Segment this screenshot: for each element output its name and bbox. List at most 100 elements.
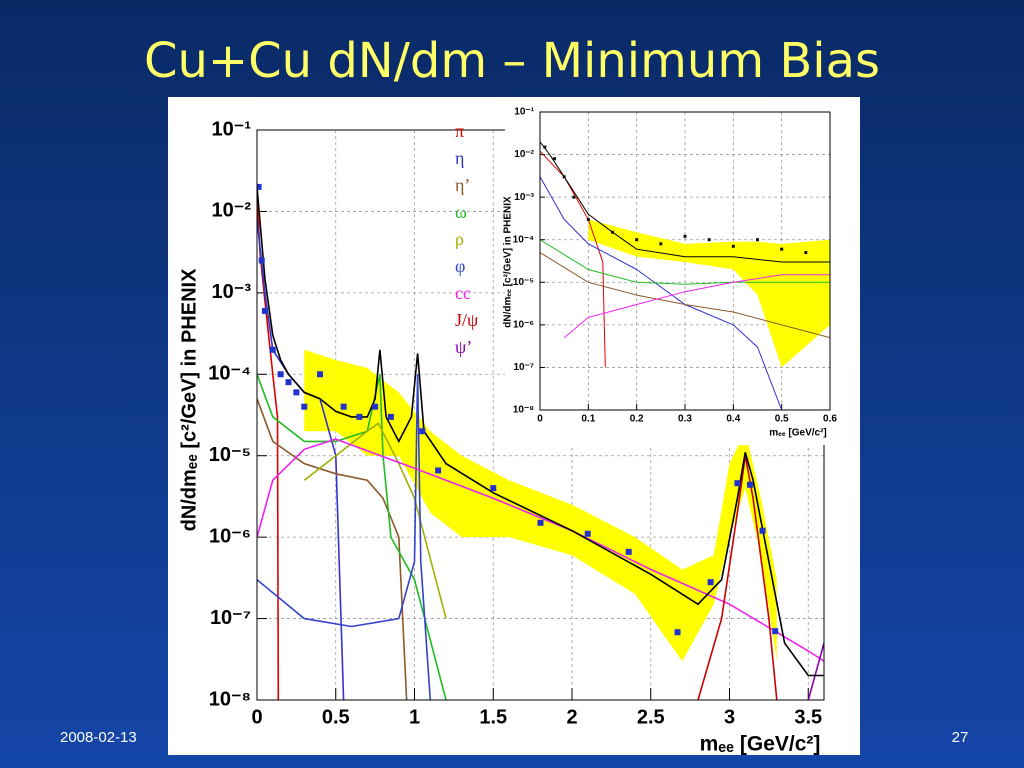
data-point [756,238,759,242]
series-line [807,642,824,700]
series-line [563,274,830,339]
legend-entry: η’ [455,175,470,195]
y-tick-label: 10⁻⁴ [513,234,534,245]
data-point [635,238,639,242]
data-point [293,389,300,396]
x-tick-label: 1.5 [479,706,507,728]
data-point [261,307,268,314]
data-point [734,480,741,487]
data-point [543,145,547,149]
y-axis-title: dN/dmₑₑ [c²/GeV] in PHENIX [503,196,514,328]
x-tick-label: 0.2 [630,414,644,425]
x-tick-label: 3.5 [794,706,822,728]
data-point [746,481,753,488]
data-point [611,230,614,234]
data-point [301,403,308,410]
plot-frame [539,111,831,411]
series-line [257,438,824,662]
x-tick-label: 0.5 [322,706,350,728]
y-tick-label: 10⁻⁷ [513,362,534,373]
y-tick-label: 10⁻⁷ [210,607,251,629]
x-tick-label: 1 [409,706,420,728]
error-band [588,219,830,368]
slide-date: 2008-02-13 [60,729,137,746]
x-tick-label: 0 [537,414,543,425]
legend-entry: η [455,148,464,168]
legend-entry: ω [455,202,467,222]
x-tick-label: 0 [251,706,262,728]
y-tick-label: 10⁻³ [514,192,534,203]
data-point [731,244,735,248]
x-tick-label: 0.3 [678,414,692,425]
data-point [537,519,544,526]
data-point [674,629,681,636]
data-point [269,346,276,353]
data-point [659,242,663,246]
data-point [625,548,632,555]
series-line [257,186,824,677]
plot-area [257,183,824,700]
chart: 10⁻⁸ 10⁻⁷ 10⁻⁶ 10⁻⁵ 10⁻⁴ 10⁻³ 10⁻² 10⁻¹ 0 0.5 1 1.5… [178,118,825,756]
x-axis-title: mₑₑ [GeV/c²] [700,733,821,756]
x-tick-label: 3 [724,706,735,728]
y-axis-title: dN/dmₑₑ [c²/GeV] in PHENIX [178,268,200,532]
charts: 10⁻⁸ 10⁻⁷ 10⁻⁶ 10⁻⁵ 10⁻⁴ 10⁻³ 10⁻² 10⁻¹ 0 0.5 1 1.5… [178,100,855,756]
y-tick-label: 10⁻⁶ [209,525,251,547]
slide-title: Cu+Cu dN/dm – Minimum Bias [144,33,880,89]
data-point [435,467,442,474]
series-line [540,176,783,410]
data-point [257,183,262,190]
y-tick-label: 10⁻² [514,149,534,160]
data-point [707,238,711,242]
data-point [772,628,779,635]
data-point [490,485,497,492]
series-line [257,398,408,700]
x-tick-label: 0.5 [775,414,789,425]
x-tick-label: 2.5 [637,706,665,728]
series-line [540,141,830,263]
y-tick-label: 10⁻³ [212,281,252,303]
legend-entry: π [455,121,464,141]
data-point [387,413,394,420]
y-tick-label: 10⁻² [212,200,252,222]
data-point [285,379,292,386]
legend-entry: φ [455,256,465,276]
x-tick-label: 0.6 [823,414,837,425]
legend-entry: ψ’ [455,337,472,357]
data-point [562,175,566,179]
error-band [304,349,777,662]
data-point [759,527,766,534]
data-point [340,403,347,410]
data-point [356,413,363,420]
data-point [804,251,808,255]
legend-entry: ρ [455,229,464,249]
data-point [683,234,687,238]
y-tick-label: 10⁻⁵ [513,277,534,288]
y-tick-label: 10⁻⁵ [209,444,251,466]
chart: 10⁻⁸ 10⁻⁷ 10⁻⁶ 10⁻⁵ 10⁻⁴ 10⁻³ 10⁻² 10⁻¹ 0 0.1 0.2 0… [503,100,855,445]
data-point [372,403,379,410]
data-point [780,247,784,251]
data-point [317,371,323,378]
data-point [707,579,714,586]
y-tick-label: 10⁻⁴ [208,363,251,385]
slide-number: 27 [952,729,969,746]
legend-entry: cc [455,283,471,303]
plot-area [540,141,830,410]
data-point [277,371,284,378]
data-point [419,428,426,435]
y-tick-label: 10⁻⁸ [513,405,534,416]
data-point [258,257,265,264]
data-point [553,157,556,161]
y-tick-label: 10⁻⁸ [209,688,251,710]
x-tick-label: 2 [566,706,577,728]
x-tick-label: 0.1 [581,414,595,425]
series-line [540,239,830,285]
series-line [303,422,447,619]
series-line [257,374,432,700]
y-tick-label: 10⁻⁶ [513,319,534,330]
x-tick-label: 0.4 [726,414,740,425]
data-point [572,195,576,199]
